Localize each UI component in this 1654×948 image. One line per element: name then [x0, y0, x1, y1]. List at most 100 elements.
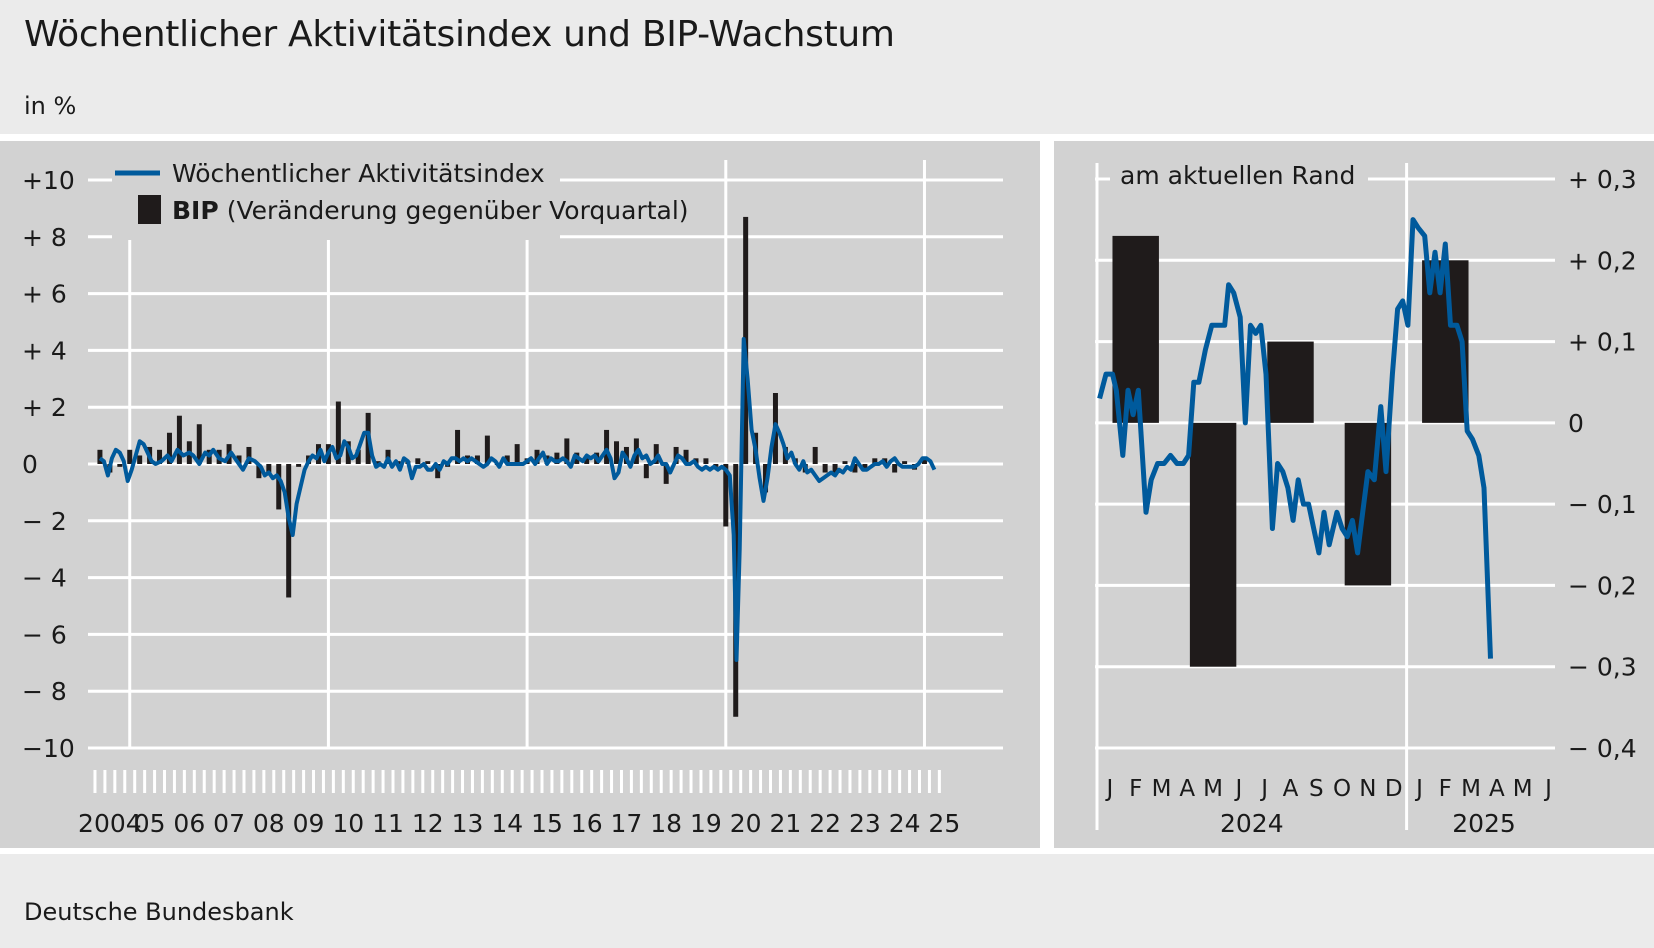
bip-bar	[117, 464, 123, 467]
month-label: A	[1179, 776, 1195, 802]
bip-bar	[564, 438, 570, 464]
year-label: 2024	[1220, 809, 1284, 838]
month-label: M	[1152, 776, 1172, 802]
y-tick-label: − 4	[22, 564, 67, 593]
legend-bar-swatch	[138, 195, 161, 224]
y-tick-label: + 6	[22, 280, 67, 309]
bip-bar	[554, 452, 560, 464]
bip-bar	[296, 464, 302, 467]
month-label: M	[1513, 776, 1533, 802]
x-tick-label: 21	[769, 809, 801, 838]
bip-bar	[157, 449, 163, 464]
y-tick-label: 0	[22, 450, 38, 479]
y-tick-label: − 0,3	[1568, 653, 1637, 682]
bip-bar	[703, 458, 709, 464]
bip-bar	[723, 464, 729, 527]
bip-bar	[832, 464, 838, 476]
recent-chart: + 0,3+ 0,2+ 0,10− 0,1− 0,2− 0,3− 0,4J F M A…	[1095, 163, 1637, 838]
x-tick-label: 16	[571, 809, 603, 838]
x-tick-label: 11	[372, 809, 404, 838]
bip-bar	[1267, 341, 1314, 423]
bip-bar	[246, 446, 252, 464]
x-tick-label: 23	[849, 809, 881, 838]
bip-bar	[653, 444, 659, 464]
y-tick-label: − 0,4	[1568, 734, 1637, 763]
x-tick-label: 20	[730, 809, 762, 838]
bip-bar	[902, 461, 908, 464]
x-tick-label: 13	[452, 809, 484, 838]
bip-bar	[534, 449, 540, 464]
left-panel	[0, 141, 1040, 848]
x-tick-label: 06	[173, 809, 205, 838]
x-tick-label: 19	[690, 809, 722, 838]
bip-bar	[713, 464, 719, 467]
bip-bar	[892, 464, 898, 473]
year-label: 2025	[1452, 809, 1516, 838]
y-tick-label: + 0,1	[1568, 328, 1637, 357]
month-label: O	[1333, 776, 1351, 802]
bip-bar	[97, 449, 103, 464]
x-tick-label: 2004	[78, 809, 142, 838]
bip-bar	[335, 401, 341, 464]
bip-bar	[425, 461, 431, 464]
month-label: F	[1439, 776, 1452, 802]
bip-bar	[256, 464, 262, 479]
y-tick-label: −10	[22, 734, 75, 763]
x-tick-label: 12	[412, 809, 444, 838]
x-tick-label: 18	[650, 809, 682, 838]
bip-bar	[196, 424, 202, 464]
bip-bar	[276, 464, 282, 510]
bip-bar	[375, 461, 381, 464]
month-label: D	[1385, 776, 1403, 802]
recent-title-box	[1110, 158, 1368, 194]
bip-bar	[852, 464, 858, 473]
month-label: M	[1461, 776, 1481, 802]
legend-bar-label-rest: (Veränderung gegenüber Vorquartal)	[227, 196, 689, 225]
bip-bar	[286, 464, 292, 598]
month-label: J	[1259, 776, 1268, 802]
month-label: J	[1234, 776, 1243, 802]
month-label: F	[1129, 776, 1142, 802]
y-tick-label: + 2	[22, 393, 67, 422]
y-tick-label: + 0,3	[1568, 165, 1637, 194]
x-tick-label: 22	[809, 809, 841, 838]
source-label: Deutsche Bundesbank	[24, 898, 294, 926]
month-label: N	[1359, 776, 1376, 802]
bip-bar	[474, 455, 480, 464]
recent-chart-title: am aktuellen Rand	[1120, 161, 1355, 190]
x-tick-label: 07	[213, 809, 245, 838]
bip-bar	[683, 449, 689, 464]
x-tick-label: 10	[332, 809, 364, 838]
month-label: A	[1489, 776, 1505, 802]
x-tick-label: 25	[928, 809, 960, 838]
x-tick-label: 15	[531, 809, 563, 838]
wai-line	[98, 337, 937, 662]
y-tick-label: + 0,2	[1568, 246, 1637, 275]
bip-bar	[435, 464, 441, 479]
wai-line	[1097, 217, 1493, 659]
x-tick-label: 09	[293, 809, 325, 838]
bip-bar	[842, 461, 848, 464]
bip-bar	[614, 441, 620, 464]
unit-label: in %	[24, 92, 77, 120]
month-label: M	[1203, 776, 1223, 802]
bip-bar	[504, 455, 510, 464]
bip-bar	[822, 464, 828, 473]
bip-bar	[812, 446, 818, 464]
month-label: J	[1105, 776, 1114, 802]
bip-bar	[872, 458, 878, 464]
y-tick-label: +10	[22, 166, 75, 195]
bip-bar	[236, 455, 242, 464]
bip-bar	[862, 464, 868, 470]
bip-bar	[1189, 422, 1237, 667]
legend-bar-label-bold: BIP	[172, 196, 219, 225]
bip-bar	[166, 432, 172, 464]
x-tick-label: 08	[253, 809, 285, 838]
bip-bar	[415, 458, 421, 464]
y-tick-label: 0	[1568, 409, 1584, 438]
legend: Wöchentlicher Aktivitätsindex BIP (Veränd…	[112, 159, 689, 240]
y-tick-label: − 0,1	[1568, 490, 1637, 519]
bip-bar	[355, 449, 361, 464]
bip-bar	[137, 455, 143, 464]
month-label: J	[1414, 776, 1423, 802]
